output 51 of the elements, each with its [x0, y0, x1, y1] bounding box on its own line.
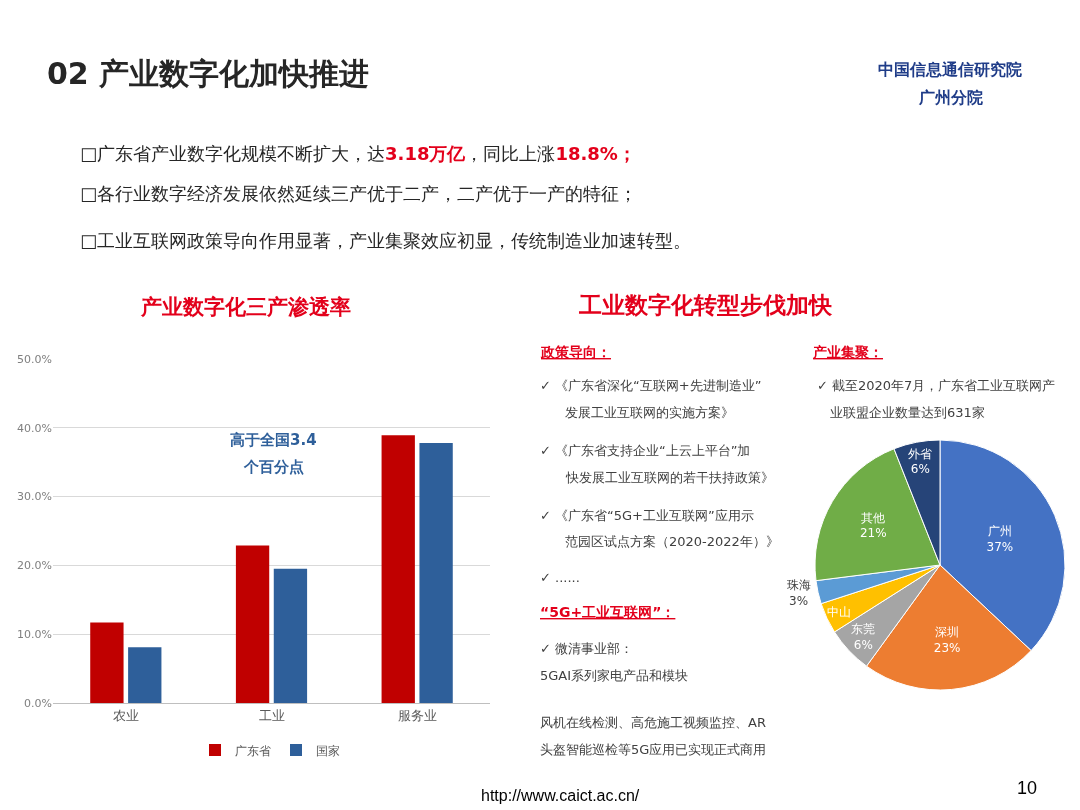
bar — [90, 622, 124, 703]
text: 风机在线检测、高危施工视频监控、AR头盔智能巡检等5G应用已实现正式商用 — [540, 715, 767, 757]
slice-label: 外省 — [908, 446, 933, 461]
y-tick-label: 30.0% — [17, 490, 52, 504]
slice-label: 中山 — [827, 605, 852, 620]
slice-label: 其他 — [861, 510, 886, 525]
y-tick-label: 10.0% — [17, 628, 52, 642]
data-label: 6% — [910, 462, 930, 477]
chart-title: 产业集聚： — [812, 344, 883, 360]
y-tick-label: 20.0% — [17, 559, 52, 573]
text: ✓ 《广东省“5G+工业互联网”应用示范园区试点方案（2020-2022年）》 — [540, 508, 779, 549]
x-tick-label: 服务业 — [397, 707, 437, 723]
slice-label: 东莞 — [851, 622, 876, 637]
slice-label: 珠海 — [786, 578, 811, 593]
slice-label: 深圳 — [935, 625, 960, 640]
bar — [381, 435, 415, 703]
data-label: 23% — [933, 640, 961, 655]
text: □各行业数字经济发展依然延续三产优于二产，二产优于一产的特征； — [80, 183, 638, 204]
text: □工业互联网政策导向作用显著，产业集聚效应初显，传统制造业加速转型。 — [80, 230, 692, 251]
text: “5G+工业互联网”： — [540, 604, 676, 620]
text: ✓ 微清事业部： — [540, 641, 634, 656]
text: 政策导向： — [540, 344, 611, 360]
legend-label: 广东省 — [235, 743, 271, 758]
annotation: 高于全国3.4个百分点 — [230, 431, 317, 476]
text: 10 — [1017, 778, 1038, 798]
text: ✓ 《广东省支持企业“上云上平台”加快发展工业互联网的若干扶持政策》 — [540, 443, 774, 485]
y-tick-label: 50.0% — [17, 352, 52, 366]
chart-subtitle: ✓ 截至2020年7月，广东省工业互联网产业联盟企业数量达到631家 — [817, 378, 1056, 420]
x-tick-label: 工业 — [258, 707, 285, 723]
text: 5GAI系列家电产品和模块 — [540, 668, 689, 683]
bar — [235, 545, 270, 703]
text: □广东省产业数字化规模不断扩大，达3.18万亿，同比上涨18.8%； — [80, 143, 636, 164]
bar — [273, 568, 308, 703]
legend-label: 国家 — [316, 743, 340, 758]
text: 工业数字化转型步伐加快 — [578, 292, 833, 318]
data-label: 21% — [859, 526, 887, 541]
text: 02 产业数字化加快推进 — [47, 56, 370, 91]
text: ✓ ...... — [540, 570, 580, 585]
text: 中国信息通信研究院广州分院 — [878, 60, 1022, 107]
data-label: 37% — [986, 539, 1014, 554]
slice-label: 广州 — [987, 524, 1012, 539]
bar — [419, 442, 453, 703]
bar — [128, 647, 162, 703]
data-label: 6% — [853, 637, 873, 652]
data-label: 3% — [789, 593, 809, 608]
y-tick-label: 0.0% — [24, 696, 52, 710]
text: ✓ 《广东省深化“互联网+先进制造业”发展工业互联网的实施方案》 — [540, 378, 762, 420]
x-tick-label: 农业 — [112, 707, 139, 723]
text: http://www.caict.ac.cn/ — [481, 787, 640, 804]
chart-title: 产业数字化三产渗透率 — [140, 295, 351, 319]
y-tick-label: 40.0% — [17, 421, 52, 435]
